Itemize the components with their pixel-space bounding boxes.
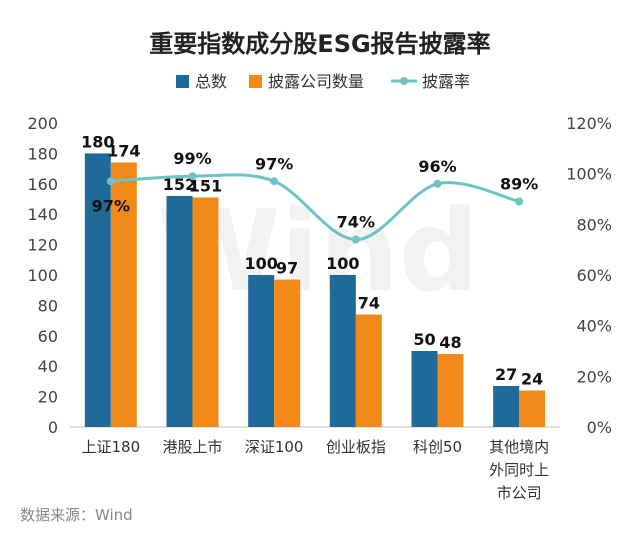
bar-disclosed — [192, 197, 219, 427]
source-note: 数据来源：Wind — [20, 506, 133, 524]
bar-disclosed — [110, 162, 137, 427]
y-right-tick-label: 120% — [566, 114, 612, 133]
bar-disclosed — [519, 390, 546, 427]
line-data-label: 97% — [255, 154, 293, 173]
line-point — [270, 177, 279, 186]
line-point — [106, 177, 115, 186]
bar-total — [166, 195, 193, 427]
bar-disclosed — [437, 354, 464, 427]
legend: 总数 披露公司数量 披露率 — [176, 72, 470, 91]
y-left-tick-label: 0 — [48, 418, 58, 437]
chart-title: 重要指数成分股ESG报告披露率 — [149, 30, 490, 58]
y-left-tick-label: 200 — [27, 114, 58, 133]
line-data-label: 96% — [418, 157, 456, 176]
line-data-label: 74% — [337, 213, 375, 232]
line-data-label: 89% — [500, 175, 538, 194]
x-tick-label: 科创50 — [413, 438, 462, 456]
y-left-tick-label: 120 — [27, 236, 58, 255]
x-tick-label: 深证100 — [245, 438, 304, 456]
bar-disclosed — [355, 314, 382, 427]
line-data-label: 99% — [173, 149, 211, 168]
x-tick-label: 市公司 — [497, 484, 542, 502]
bar-data-label: 97 — [276, 259, 298, 278]
bar-data-label: 27 — [495, 365, 517, 384]
bar-data-label: 24 — [521, 370, 543, 389]
x-tick-label: 外同时上 — [489, 461, 549, 479]
bar-disclosed — [274, 279, 301, 427]
line-point — [351, 235, 360, 244]
y-left-tick-label: 80 — [38, 296, 58, 315]
line-disclosure-rate — [110, 173, 520, 242]
y-left-tick-label: 160 — [27, 175, 58, 194]
y-left-tick-label: 60 — [38, 327, 58, 346]
bar-total — [329, 275, 356, 427]
y-left-tick-label: 40 — [38, 357, 58, 376]
legend-swatch — [249, 75, 262, 88]
bar-data-label: 180 — [81, 132, 114, 151]
legend-label: 披露率 — [422, 72, 470, 91]
y-left-tick-label: 20 — [38, 388, 58, 407]
bar-data-label: 50 — [413, 330, 435, 349]
bar-total — [493, 385, 520, 427]
x-tick-label: 港股上市 — [162, 438, 222, 456]
bar-data-label: 74 — [358, 294, 380, 313]
legend-label: 总数 — [195, 72, 227, 91]
bar-total — [411, 351, 438, 427]
bar-data-label: 174 — [107, 142, 140, 161]
bar-total — [84, 153, 111, 427]
y-left-tick-label: 140 — [27, 205, 58, 224]
line-point — [188, 172, 197, 181]
bar-data-label: 151 — [189, 176, 222, 195]
bar-data-label: 100 — [244, 254, 277, 273]
y-right-tick-label: 80% — [576, 215, 612, 234]
x-tick-label: 上证180 — [82, 438, 141, 456]
y-right-tick-label: 40% — [576, 317, 612, 336]
line-data-label: 97% — [92, 196, 130, 215]
line-point — [433, 179, 442, 188]
bar-data-label: 152 — [163, 175, 196, 194]
x-tick-label: 其他境内 — [489, 438, 549, 456]
bar-total — [248, 275, 275, 427]
bar-data-label: 48 — [439, 333, 461, 352]
y-right-tick-label: 0% — [587, 418, 612, 437]
bar-data-label: 100 — [326, 254, 359, 273]
legend-label: 披露公司数量 — [268, 72, 364, 91]
y-right-tick-label: 100% — [566, 165, 612, 184]
y-right-tick-label: 60% — [576, 266, 612, 285]
y-left-tick-label: 100 — [27, 266, 58, 285]
legend-swatch-marker — [400, 77, 408, 85]
line-point — [515, 197, 524, 206]
x-tick-label: 创业板指 — [326, 438, 386, 456]
legend-swatch — [176, 75, 189, 88]
y-right-tick-label: 20% — [576, 367, 612, 386]
y-left-tick-label: 180 — [27, 144, 58, 163]
